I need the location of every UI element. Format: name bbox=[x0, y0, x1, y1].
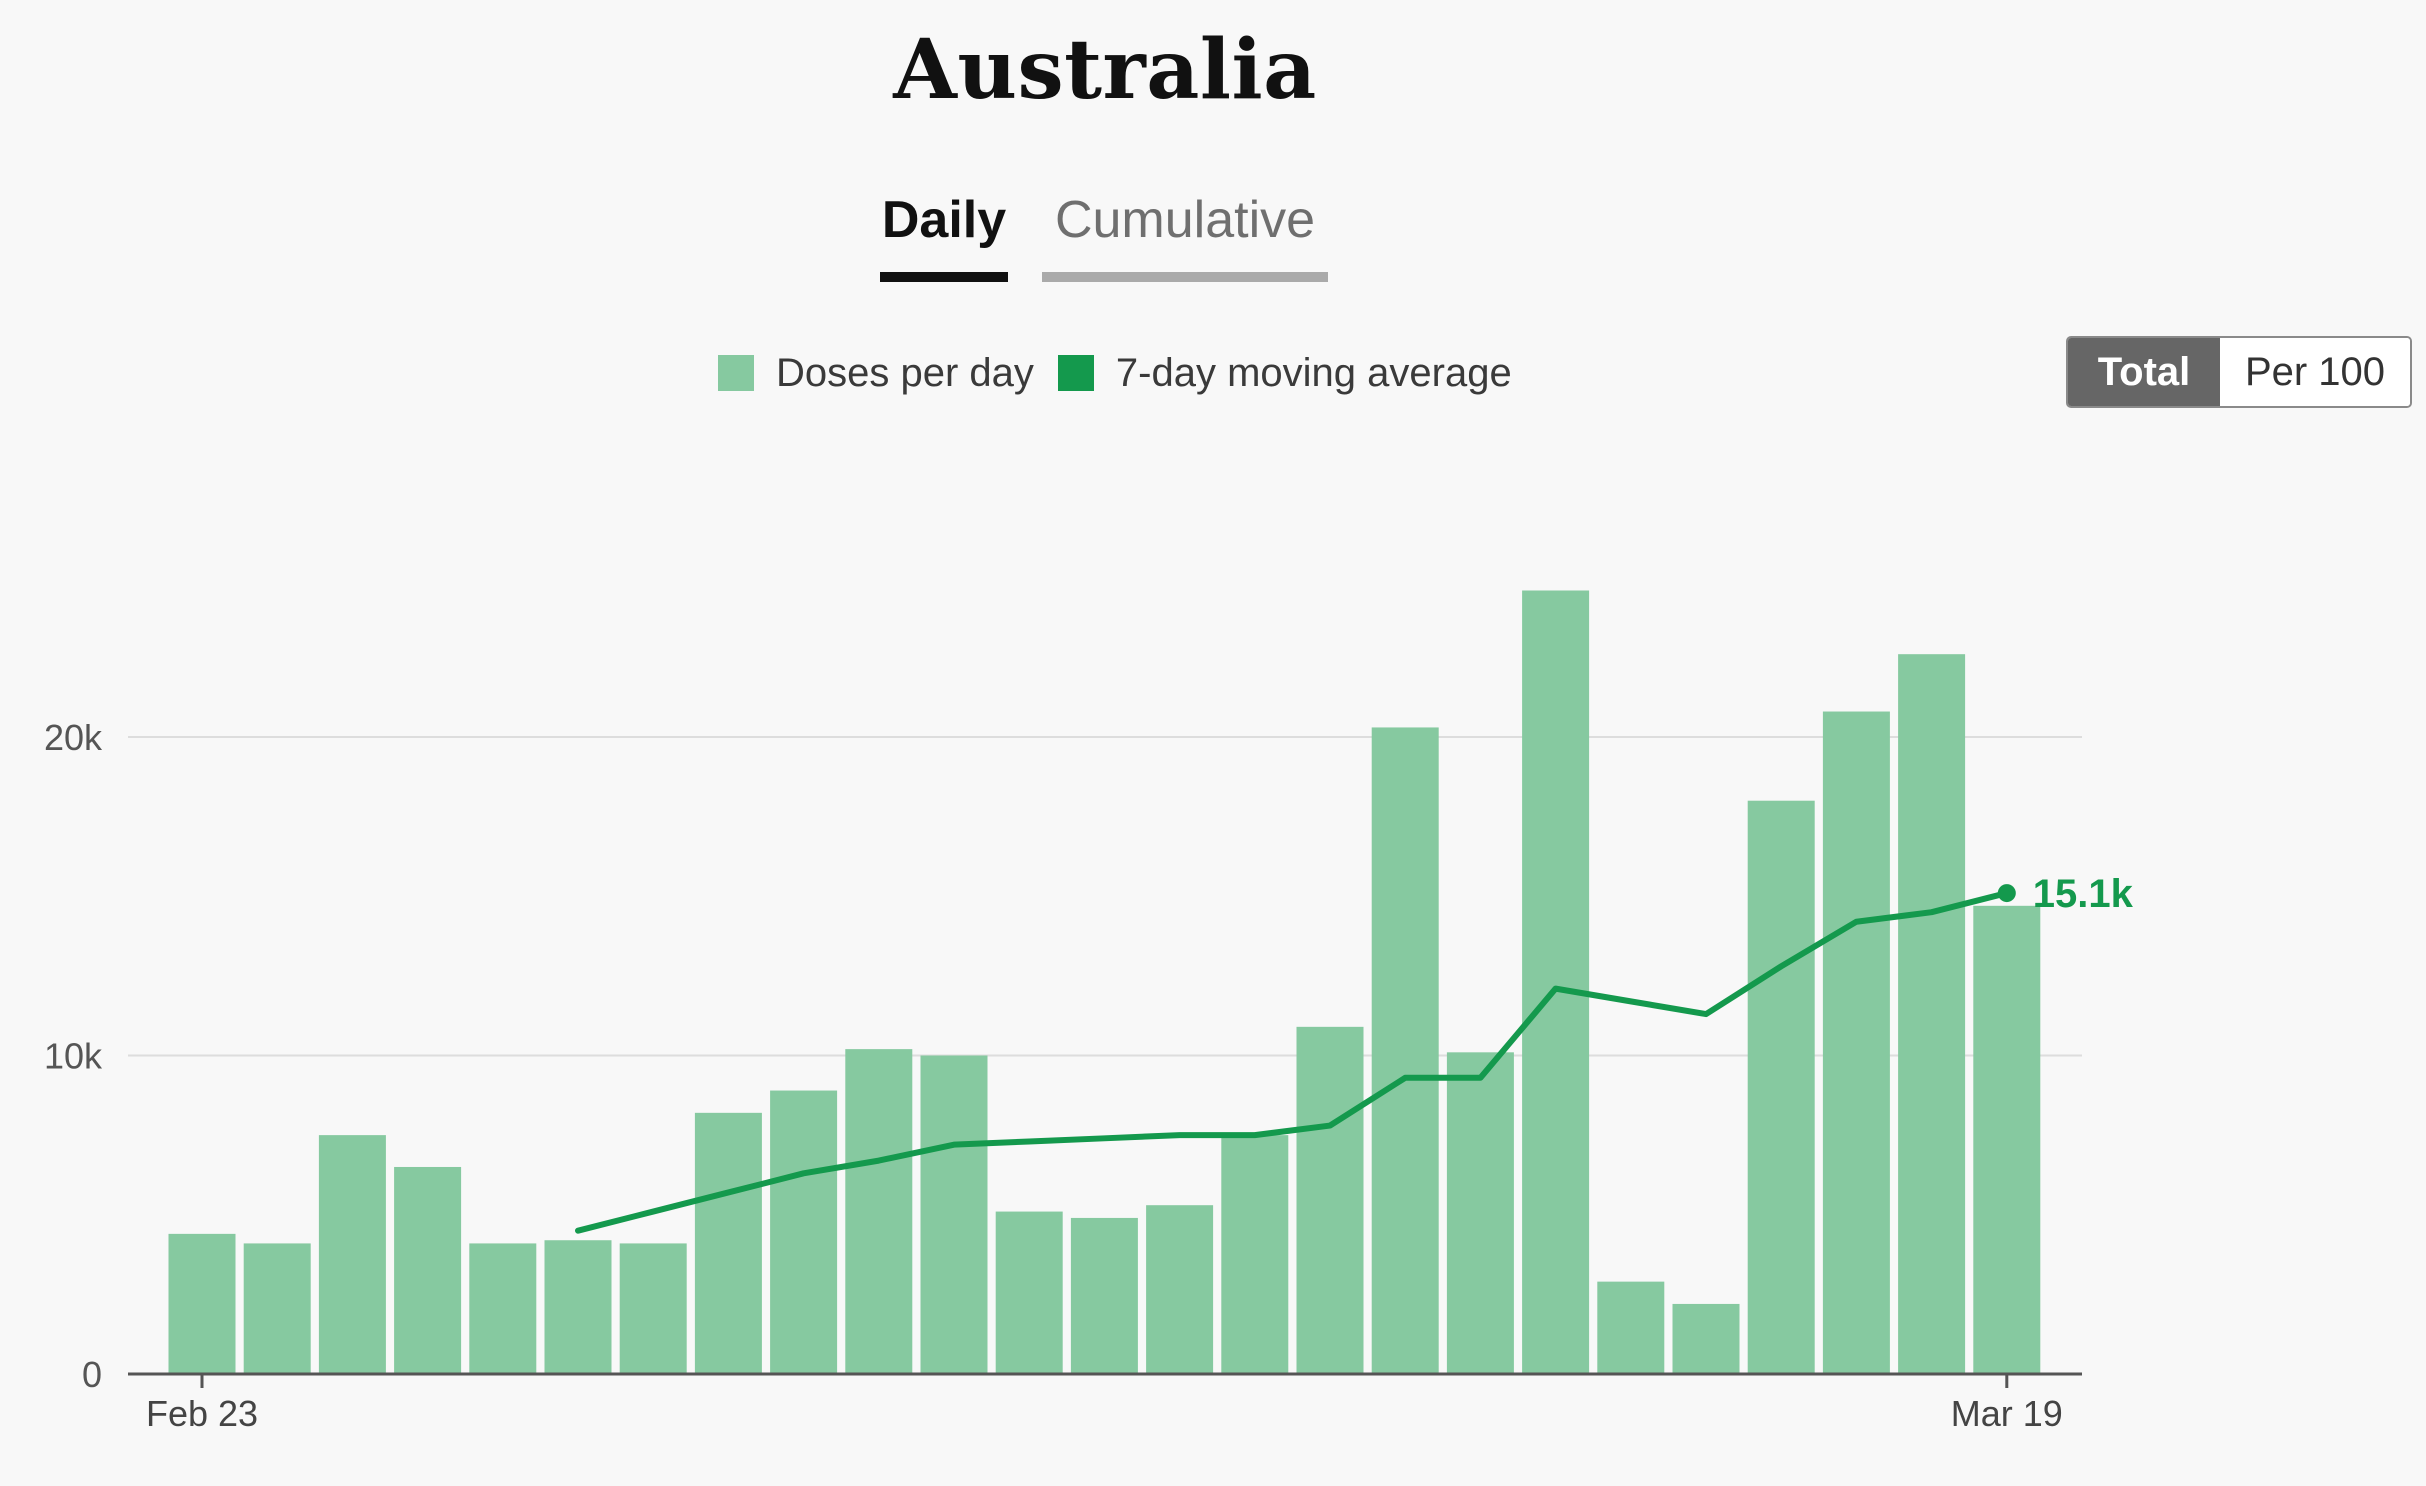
x-tick-label: Mar 19 bbox=[1951, 1393, 2063, 1434]
y-tick-label: 20k bbox=[44, 717, 103, 758]
bar bbox=[1221, 1135, 1289, 1374]
bar bbox=[1522, 590, 1590, 1374]
bar bbox=[469, 1243, 537, 1374]
legend-swatch-average bbox=[1057, 355, 1094, 391]
bar bbox=[394, 1166, 462, 1374]
bar bbox=[995, 1211, 1063, 1374]
bar bbox=[168, 1233, 236, 1374]
bar bbox=[1070, 1217, 1138, 1374]
total-per100-toggle[interactable]: Total Per 100 bbox=[2066, 336, 2412, 408]
bar bbox=[1747, 800, 1815, 1374]
bar bbox=[1597, 1281, 1665, 1374]
bar bbox=[1822, 711, 1890, 1374]
bar bbox=[1146, 1205, 1214, 1374]
bar bbox=[1973, 905, 2041, 1374]
toggle-option-total[interactable]: Total bbox=[2068, 338, 2220, 406]
y-tick-label: 0 bbox=[82, 1354, 102, 1395]
x-tick-label: Feb 23 bbox=[146, 1393, 258, 1434]
chart-legend: Doses per day 7-day moving average bbox=[718, 348, 1512, 398]
legend-swatch-doses bbox=[718, 355, 754, 391]
legend-label-average: 7-day moving average bbox=[1115, 350, 1512, 395]
tab-daily[interactable]: Daily bbox=[880, 190, 1008, 282]
bar bbox=[694, 1112, 762, 1374]
bar bbox=[619, 1243, 687, 1374]
bar bbox=[770, 1090, 838, 1374]
moving-average-line bbox=[575, 890, 2010, 1234]
bar bbox=[845, 1049, 913, 1374]
legend-label-doses: Doses per day bbox=[776, 350, 1034, 395]
bar bbox=[1371, 727, 1439, 1374]
tab-cumulative[interactable]: Cumulative bbox=[1042, 190, 1328, 282]
bar bbox=[318, 1135, 386, 1374]
bar bbox=[243, 1243, 311, 1374]
moving-average-end-point bbox=[1997, 884, 2016, 903]
bar bbox=[1446, 1052, 1514, 1374]
bar bbox=[1296, 1026, 1364, 1374]
bar bbox=[1898, 654, 1966, 1374]
bar bbox=[544, 1240, 612, 1374]
toggle-option-per-100[interactable]: Per 100 bbox=[2220, 338, 2410, 406]
bar bbox=[920, 1055, 988, 1374]
bar bbox=[1672, 1303, 1740, 1374]
chart-title: Australia bbox=[893, 22, 1317, 118]
y-tick-label: 10k bbox=[44, 1036, 103, 1077]
moving-average-end-label: 15.1k bbox=[2033, 872, 2134, 916]
